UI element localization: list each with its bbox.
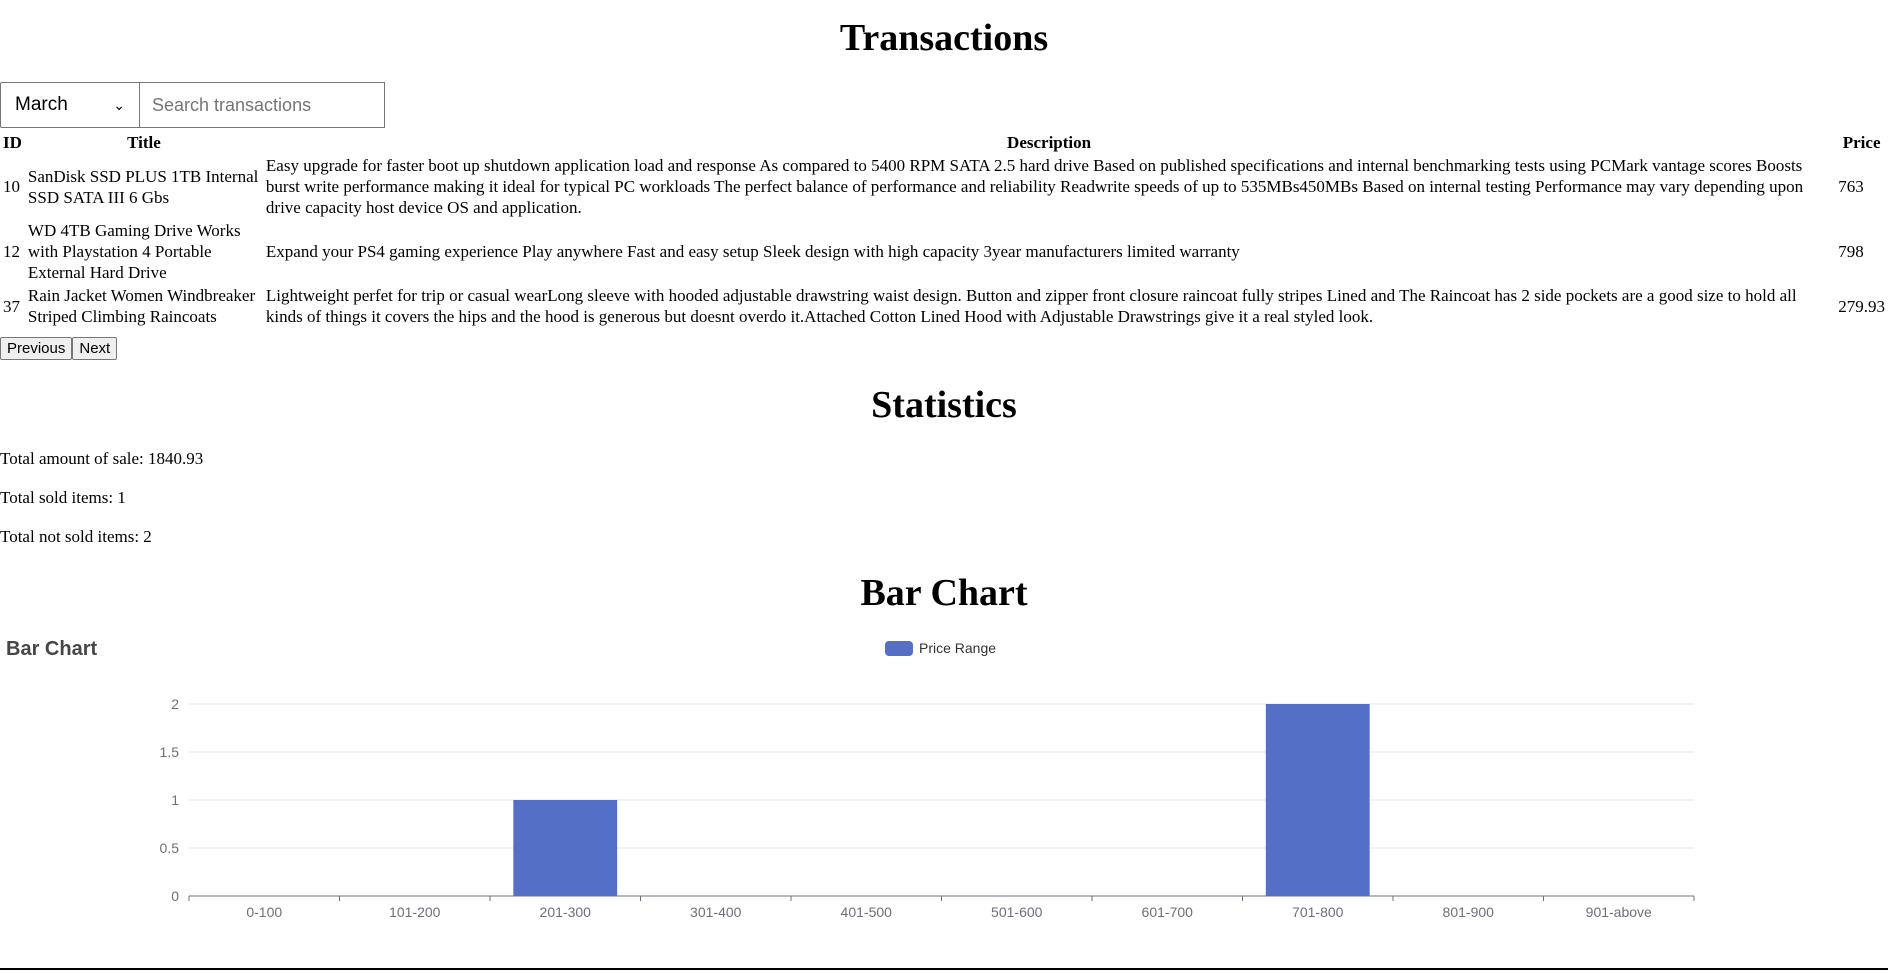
table-row: 37 Rain Jacket Women Windbreaker Striped… xyxy=(0,284,1888,328)
header-price: Price xyxy=(1842,133,1881,152)
x-tick-label: 701-800 xyxy=(1292,904,1344,920)
x-tick-label: 301-400 xyxy=(690,904,742,920)
total-not-sold-text: Total not sold items: 2 xyxy=(0,527,152,546)
chart-title: Bar Chart xyxy=(6,638,98,660)
table-row: 10 SanDisk SSD PLUS 1TB Internal SSD SAT… xyxy=(0,154,1888,219)
row-description: Easy upgrade for faster boot up shutdown… xyxy=(265,156,1804,217)
table-row: 12 WD 4TB Gaming Drive Works with Playst… xyxy=(0,219,1888,284)
bar xyxy=(1265,704,1370,896)
chevron-down-icon: ⌄ xyxy=(113,96,125,113)
header-id: ID xyxy=(3,133,22,152)
month-select[interactable]: March ⌄ xyxy=(0,82,140,128)
row-title: SanDisk SSD PLUS 1TB Internal SSD SATA I… xyxy=(27,166,259,207)
row-description: Lightweight perfet for trip or casual we… xyxy=(265,286,1797,326)
row-id: 37 xyxy=(3,296,20,316)
bar-chart: Bar Chart Price Range 0 0.5 1 1.5 2 0-100 101-… xyxy=(0,628,1888,968)
header-title: Title xyxy=(127,133,161,152)
row-description: Expand your PS4 gaming experience Play a… xyxy=(265,242,1240,261)
next-button[interactable]: Next xyxy=(72,337,118,360)
x-tick-label: 601-700 xyxy=(1142,904,1194,920)
chart-plot: 0 0.5 1 1.5 2 0-100 101-200 201-300 301-400 401-5… xyxy=(160,696,1695,920)
bar-chart-heading: Bar Chart xyxy=(860,572,1028,614)
x-tick-label: 0-100 xyxy=(246,904,282,920)
row-id: 10 xyxy=(3,177,20,196)
row-id: 12 xyxy=(3,242,20,261)
page-divider xyxy=(0,968,1888,970)
header-description: Description xyxy=(1007,133,1092,152)
row-price: 279.93 xyxy=(1838,296,1885,316)
statistics-title: Statistics xyxy=(871,384,1017,426)
total-sold-text: Total sold items: 1 xyxy=(0,488,126,507)
y-tick-label: 0.5 xyxy=(160,840,180,856)
x-tick-label: 201-300 xyxy=(540,904,592,920)
x-tick-label: 101-200 xyxy=(389,904,441,920)
chart-legend[interactable]: Price Range xyxy=(885,640,996,656)
legend-label: Price Range xyxy=(919,640,997,656)
y-tick-label: 1.5 xyxy=(160,744,180,760)
previous-button[interactable]: Previous xyxy=(0,337,73,360)
row-title: Rain Jacket Women Windbreaker Striped Cl… xyxy=(27,286,256,326)
x-tick-label: 501-600 xyxy=(991,904,1043,920)
total-sale-text: Total amount of sale: 1840.93 xyxy=(0,449,204,468)
transactions-title: Transactions xyxy=(839,17,1049,59)
transactions-table: ID Title Description Price 10 SanDisk SS… xyxy=(0,131,1888,328)
filter-controls: March ⌄ xyxy=(0,82,385,128)
x-tick-label: 401-500 xyxy=(841,904,893,920)
pagination: Previous Next xyxy=(0,337,118,360)
y-tick-label: 0 xyxy=(171,888,179,904)
row-price: 763 xyxy=(1838,177,1864,196)
bar xyxy=(513,800,618,896)
month-select-value: March xyxy=(15,94,68,115)
table-header-row: ID Title Description Price xyxy=(0,131,1888,154)
x-tick-label: 801-900 xyxy=(1443,904,1495,920)
row-price: 798 xyxy=(1838,242,1864,261)
legend-swatch xyxy=(885,640,913,656)
search-input[interactable] xyxy=(140,82,385,128)
x-tick-label: 901-above xyxy=(1586,904,1652,920)
y-tick-label: 1 xyxy=(171,792,179,808)
row-title: WD 4TB Gaming Drive Works with Playstati… xyxy=(27,221,241,282)
y-tick-label: 2 xyxy=(171,696,179,712)
